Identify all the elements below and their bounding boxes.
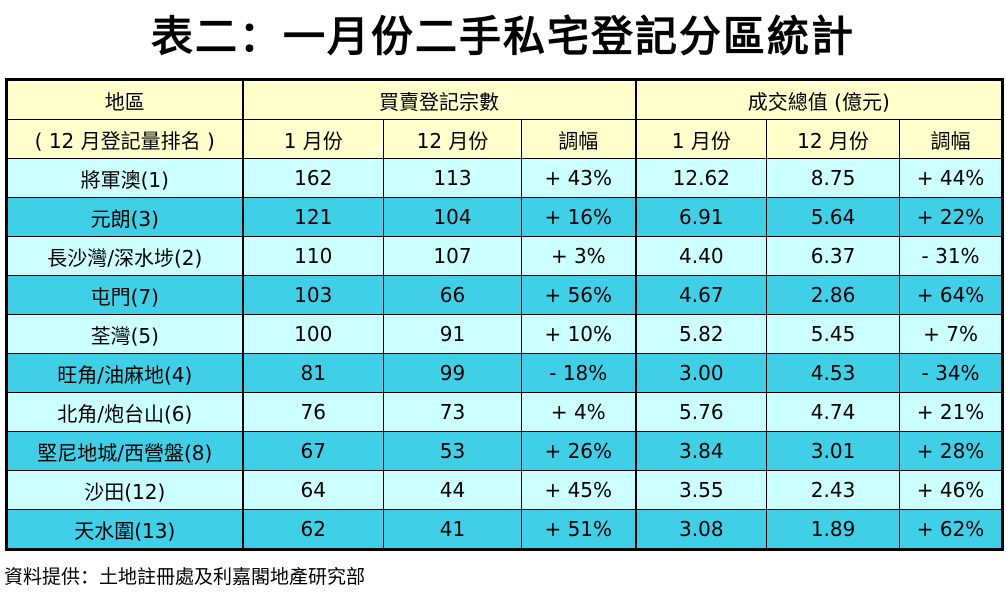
- data-row: 堅尼地城/西營盤(8) 67 53 + 26% 3.84 3.01 + 28%: [6, 431, 1004, 471]
- table-cell: 調幅: [899, 119, 1004, 159]
- table-cell: 53: [383, 431, 522, 471]
- table-cell: 12 月份: [383, 119, 522, 159]
- table-cell: 12 月份: [766, 119, 901, 159]
- table-cell: 91: [383, 314, 522, 354]
- table-cell: 4.53: [766, 353, 901, 393]
- table-cell: 104: [383, 197, 522, 237]
- table-cell: + 10%: [520, 314, 637, 354]
- table-cell: - 18%: [520, 353, 637, 393]
- header-row: ( 12 月登記量排名 ) 1 月份 12 月份 調幅 1 月份 12 月份 調幅: [6, 119, 1004, 159]
- table-cell: 103: [241, 275, 384, 315]
- table-cell: 6.91: [634, 197, 768, 237]
- table-cell: 旺角/油麻地(4): [6, 353, 243, 393]
- table-cell: ( 12 月登記量排名 ): [6, 119, 243, 159]
- data-row: 將軍澳(1) 162 113 + 43% 12.62 8.75 + 44%: [6, 158, 1004, 198]
- data-row: 長沙灣/深水埗(2) 110 107 + 3% 4.40 6.37- 31%: [6, 236, 1004, 276]
- header-cell: 成交總值 (億元): [634, 79, 1004, 120]
- table-cell: + 4%: [520, 392, 637, 432]
- table-cell: 3.55: [634, 470, 768, 510]
- table-cell: 3.01: [766, 431, 901, 471]
- data-row: 旺角/油麻地(4) 81 99- 18% 3.00 4.53- 34%: [6, 353, 1004, 393]
- data-row: 天水圍(13) 62 41 + 51% 3.08 1.89 + 62%: [6, 509, 1004, 550]
- table-cell: 64: [241, 470, 384, 510]
- table-cell: + 7%: [899, 314, 1004, 354]
- table-cell: 6.37: [766, 236, 901, 276]
- header-cell: 地區: [6, 79, 243, 120]
- table-cell: 5.45: [766, 314, 901, 354]
- table-cell: 73: [383, 392, 522, 432]
- table-cell: 113: [383, 158, 522, 198]
- table-cell: + 45%: [520, 470, 637, 510]
- table-cell: 12.62: [634, 158, 768, 198]
- table-cell: 99: [383, 353, 522, 393]
- stats-table: 地區 買賣登記宗數 成交總值 (億元) ( 12 月登記量排名 ) 1 月份 12 …: [5, 78, 1005, 551]
- table-cell: 荃灣(5): [6, 314, 243, 354]
- table-cell: 5.76: [634, 392, 768, 432]
- table-cell: 4.74: [766, 392, 901, 432]
- table-cell: 66: [383, 275, 522, 315]
- table-cell: + 21%: [899, 392, 1004, 432]
- data-row: 北角/炮台山(6) 76 73 + 4% 5.76 4.74 + 21%: [6, 392, 1004, 432]
- table-cell: + 56%: [520, 275, 637, 315]
- table-cell: 8.75: [766, 158, 901, 198]
- data-row: 屯門(7) 103 66 + 56% 4.67 2.86 + 64%: [6, 275, 1004, 315]
- table-cell: 1 月份: [241, 119, 384, 159]
- table-cell: 41: [383, 509, 522, 550]
- table-cell: 4.40: [634, 236, 768, 276]
- table-cell: 沙田(12): [6, 470, 243, 510]
- data-row: 荃灣(5) 100 91 + 10% 5.82 5.45 + 7%: [6, 314, 1004, 354]
- data-row: 元朗(3) 121 104 + 16% 6.91 5.64 + 22%: [6, 197, 1004, 237]
- table-cell: 100: [241, 314, 384, 354]
- table-cell: 121: [241, 197, 384, 237]
- table-cell: + 44%: [899, 158, 1004, 198]
- table-cell: 3.00: [634, 353, 768, 393]
- table-cell: + 46%: [899, 470, 1004, 510]
- table-cell: 81: [241, 353, 384, 393]
- table-cell: 162: [241, 158, 384, 198]
- table-cell: 67: [241, 431, 384, 471]
- table-cell: + 43%: [520, 158, 637, 198]
- table-cell: + 3%: [520, 236, 637, 276]
- table-cell: 2.43: [766, 470, 901, 510]
- table-cell: 76: [241, 392, 384, 432]
- table-cell: + 51%: [520, 509, 637, 550]
- table-cell: 3.08: [634, 509, 768, 550]
- table-cell: 屯門(7): [6, 275, 243, 315]
- table-cell: - 31%: [899, 236, 1004, 276]
- table-cell: 北角/炮台山(6): [6, 392, 243, 432]
- table-cell: + 26%: [520, 431, 637, 471]
- table-cell: + 16%: [520, 197, 637, 237]
- data-row: 沙田(12) 64 44 + 45% 3.55 2.43 + 46%: [6, 470, 1004, 510]
- table-cell: 將軍澳(1): [6, 158, 243, 198]
- table-cell: + 22%: [899, 197, 1004, 237]
- table-cell: 44: [383, 470, 522, 510]
- table-cell: 5.82: [634, 314, 768, 354]
- table-cell: 4.67: [634, 275, 768, 315]
- table-cell: 5.64: [766, 197, 901, 237]
- table-cell: 1 月份: [634, 119, 768, 159]
- table-cell: 107: [383, 236, 522, 276]
- source-note: 資料提供：土地註冊處及利嘉閣地產研究部: [4, 566, 366, 588]
- title: 表二：一月份二手私宅登記分區統計: [150, 12, 855, 61]
- table-cell: 堅尼地城/西營盤(8): [6, 431, 243, 471]
- table-cell: 1.89: [766, 509, 901, 550]
- table-cell: 2.86: [766, 275, 901, 315]
- table-cell: 62: [241, 509, 384, 550]
- table-cell: 調幅: [520, 119, 637, 159]
- table-cell: + 62%: [899, 509, 1004, 550]
- table-body: 地區 買賣登記宗數 成交總值 (億元) ( 12 月登記量排名 ) 1 月份 12 …: [6, 79, 1004, 550]
- table-cell: 110: [241, 236, 384, 276]
- table-cell: 天水圍(13): [6, 509, 243, 550]
- table-cell: 元朗(3): [6, 197, 243, 237]
- table-cell: 3.84: [634, 431, 768, 471]
- table-cell: + 28%: [899, 431, 1004, 471]
- table-cell: 長沙灣/深水埗(2): [6, 236, 243, 276]
- table-cell: - 34%: [899, 353, 1004, 393]
- header-cell: 買賣登記宗數: [241, 79, 637, 120]
- table-cell: + 64%: [899, 275, 1004, 315]
- header-row: 地區 買賣登記宗數 成交總值 (億元): [6, 79, 1004, 120]
